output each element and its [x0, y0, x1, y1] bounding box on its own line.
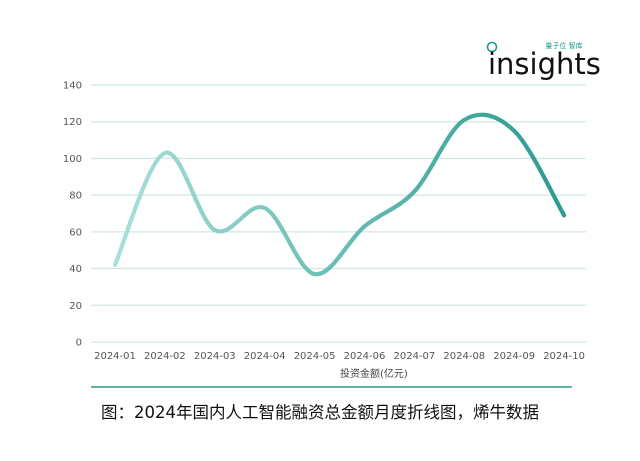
x-tick-label: 2024-05 [294, 351, 336, 362]
y-tick-label: 40 [69, 264, 82, 275]
series-line [112, 112, 567, 277]
logo-main-text: insights [488, 47, 601, 81]
x-tick-label: 2024-08 [443, 351, 485, 362]
x-tick-label: 2024-01 [94, 351, 136, 362]
logo-ring-icon [486, 41, 498, 53]
x-tick-label: 2024-03 [194, 351, 236, 362]
logo-small-text: 量子位 智库 [545, 41, 582, 50]
y-tick-label: 120 [63, 117, 82, 128]
y-tick-label: 100 [63, 154, 82, 165]
y-tick-label: 140 [63, 81, 82, 92]
x-axis-ticks: 2024-01 2024-02 2024-03 2024-04 2024-05 2024-… [94, 351, 585, 362]
x-tick-label: 2024-07 [394, 351, 436, 362]
x-tick-label: 2024-04 [244, 351, 286, 362]
y-tick-label: 60 [69, 227, 82, 238]
grid-lines [91, 84, 586, 343]
x-tick-label: 2024-02 [144, 351, 186, 362]
series-layer [112, 112, 567, 277]
y-tick-label: 80 [69, 191, 82, 202]
legend: 投资金额(亿元) [290, 367, 408, 380]
legend-label: 投资金额(亿元) [340, 367, 408, 380]
x-tick-label: 2024-10 [543, 351, 585, 362]
y-axis-ticks: 0 20 40 60 80 100 120 140 [63, 81, 82, 349]
y-tick-label: 20 [69, 301, 82, 312]
caption: 图：2024年国内人工智能融资总金额月度折线图，烯牛数据 [101, 403, 539, 422]
x-tick-label: 2024-06 [344, 351, 386, 362]
x-tick-label: 2024-09 [493, 351, 535, 362]
y-tick-label: 0 [76, 338, 82, 349]
insights-logo: 量子位 智库 insights [486, 41, 601, 81]
